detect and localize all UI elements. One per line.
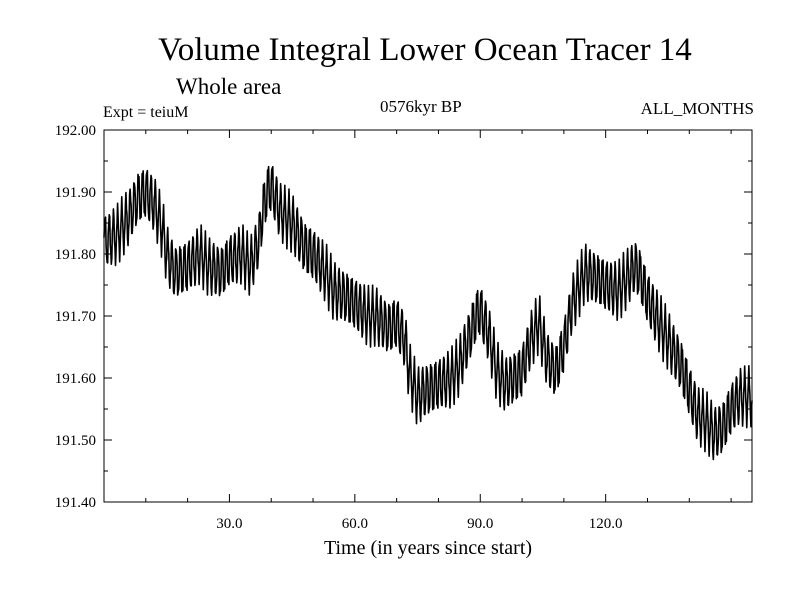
experiment-label: Expt = teiuM — [103, 104, 189, 121]
y-tick-label: 192.00 — [55, 123, 96, 139]
x-axis-label: Time (in years since start) — [323, 537, 533, 559]
period-label: 0576kyr BP — [380, 97, 462, 116]
series-line — [103, 165, 753, 461]
x-tick-label: 90.0 — [467, 516, 493, 532]
y-tick-label: 191.40 — [55, 495, 96, 511]
y-tick-label: 191.90 — [55, 185, 96, 201]
chart-title: Volume Integral Lower Ocean Tracer 14 — [158, 32, 692, 68]
chart-subtitle: Whole area — [176, 74, 282, 99]
x-tick-label: 120.0 — [589, 516, 623, 532]
x-tick-label: 60.0 — [342, 516, 368, 532]
plot-frame — [103, 129, 753, 503]
y-tick-label: 191.70 — [55, 309, 96, 325]
y-tick-label: 191.50 — [55, 433, 96, 449]
y-axis: 191.40 191.50 191.60 191.70 191.80 191.90 192.… — [55, 123, 752, 511]
x-axis: 30.0 60.0 90.0 120.0 — [145, 130, 732, 532]
y-tick-label: 191.80 — [55, 247, 96, 263]
x-tick-label: 30.0 — [216, 516, 242, 532]
y-tick-label: 191.60 — [55, 371, 96, 387]
months-label: ALL_MONTHS — [640, 99, 754, 118]
